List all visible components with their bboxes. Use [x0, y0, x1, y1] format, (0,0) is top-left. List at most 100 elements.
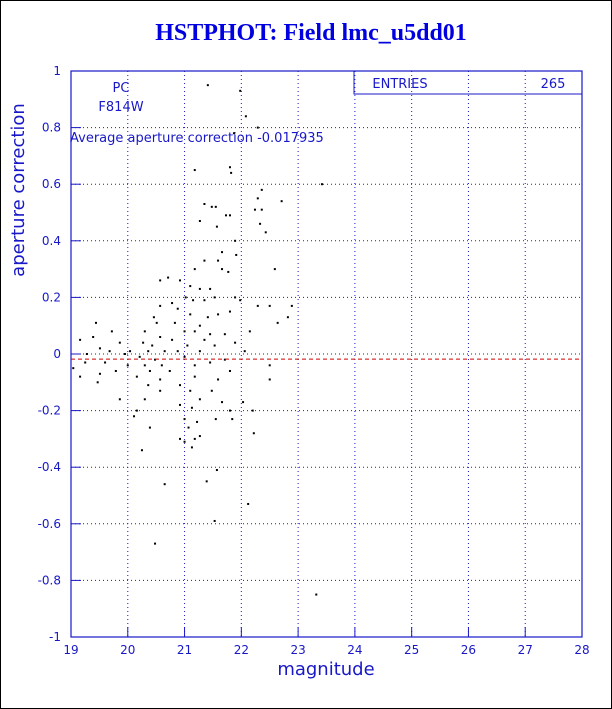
point [135, 375, 138, 378]
point [205, 480, 208, 483]
point [154, 358, 157, 361]
point [190, 446, 193, 449]
point [98, 347, 101, 350]
stats-value: 265 [541, 77, 566, 92]
point [256, 304, 259, 307]
x-tick-label: 28 [574, 643, 589, 657]
point [186, 344, 189, 347]
y-tick-label: 0 [53, 347, 61, 361]
point [217, 259, 220, 262]
point [198, 287, 201, 290]
point [138, 355, 141, 358]
point [198, 398, 201, 401]
point [223, 358, 226, 361]
point [232, 132, 235, 135]
y-tick-label: 0.8 [42, 121, 61, 135]
point [213, 296, 216, 299]
point [179, 403, 182, 406]
point [256, 197, 259, 200]
point [239, 299, 242, 302]
point [198, 324, 201, 327]
y-tick-label: -0.6 [38, 517, 61, 531]
point [228, 369, 231, 372]
point [171, 338, 174, 341]
y-tick-label: 0.6 [42, 177, 61, 191]
point [163, 350, 166, 353]
point [276, 321, 279, 324]
point [234, 341, 237, 344]
point [227, 270, 230, 273]
point [167, 276, 170, 279]
x-tick-label: 24 [347, 643, 362, 657]
point [213, 344, 216, 347]
point [252, 432, 255, 435]
point [203, 338, 206, 341]
point [320, 183, 323, 186]
point [256, 126, 259, 129]
point [184, 296, 187, 299]
point [92, 336, 95, 339]
point [221, 268, 224, 271]
point [260, 208, 263, 211]
point [143, 398, 146, 401]
point [187, 426, 190, 429]
point [223, 333, 226, 336]
point [248, 330, 251, 333]
point [129, 350, 132, 353]
point [253, 208, 256, 211]
point [135, 409, 138, 412]
point [183, 355, 186, 358]
point [268, 304, 271, 307]
x-tick-label: 20 [120, 643, 135, 657]
point [230, 171, 233, 174]
point [159, 279, 162, 282]
point [228, 310, 231, 313]
point [209, 333, 212, 336]
point [193, 268, 196, 271]
point [234, 239, 237, 242]
point [198, 219, 201, 222]
x-tick-label: 26 [461, 643, 476, 657]
point [251, 409, 254, 412]
point [159, 378, 162, 381]
chart-title: HSTPHOT: Field lmc_u5dd01 [155, 20, 467, 46]
point [242, 401, 245, 404]
average-value: -0.017935 [257, 131, 324, 146]
point [183, 330, 186, 333]
point [159, 304, 162, 307]
point [228, 166, 231, 169]
point [217, 313, 220, 316]
point [189, 285, 192, 288]
point [173, 321, 176, 324]
point [268, 378, 271, 381]
x-tick-label: 21 [177, 643, 192, 657]
point [315, 593, 318, 596]
point [215, 469, 218, 472]
point [214, 205, 217, 208]
point [79, 338, 82, 341]
point [290, 304, 293, 307]
point [123, 353, 126, 355]
point [231, 418, 234, 421]
x-tick-label: 23 [290, 643, 305, 657]
point [243, 350, 246, 353]
point [193, 364, 196, 367]
point [160, 364, 163, 367]
point [221, 251, 224, 254]
average-label: Average aperture correction [70, 131, 253, 146]
point [198, 435, 201, 438]
point [203, 299, 206, 302]
point [213, 519, 216, 522]
point [94, 321, 97, 324]
point [198, 350, 201, 353]
x-tick-label: 19 [63, 643, 78, 657]
x-tick-label: 25 [404, 643, 419, 657]
point [155, 321, 158, 324]
point [189, 313, 192, 316]
point [143, 330, 146, 333]
x-axis-label: magnitude [277, 659, 374, 680]
point [234, 296, 237, 299]
point [143, 364, 146, 367]
